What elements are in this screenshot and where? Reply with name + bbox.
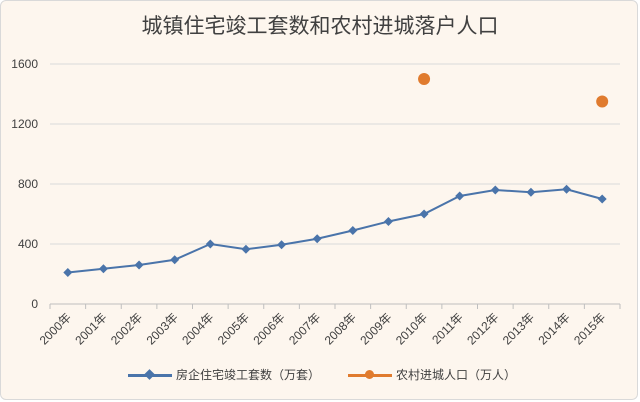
- x-tick-label: 2010年: [393, 310, 430, 347]
- data-point: [63, 268, 73, 277]
- x-tick-label: 2013年: [500, 310, 537, 347]
- legend-label-housing: 房企住宅竣工套数（万套）: [176, 368, 321, 382]
- data-point: [312, 234, 322, 244]
- circle-marker-icon: [365, 369, 374, 379]
- data-point: [205, 239, 215, 249]
- data-point: [490, 185, 500, 195]
- x-tick-label: 2003年: [144, 310, 181, 347]
- x-tick-label: 2004年: [179, 310, 216, 347]
- series-line: [67, 188, 603, 274]
- data-point: [455, 191, 465, 201]
- chart-legend: 房企住宅竣工套数（万套） 农村进城人口（万人）: [0, 366, 640, 386]
- y-tick-label: 1200: [11, 117, 38, 131]
- y-tick-label: 1600: [11, 57, 38, 71]
- x-tick-label: 2012年: [464, 310, 501, 347]
- x-tick-label: 2009年: [357, 310, 394, 347]
- legend-item-migrants: 农村进城人口（万人）: [348, 366, 516, 383]
- x-tick-label: 2001年: [72, 310, 109, 347]
- y-tick-label: 0: [31, 297, 38, 311]
- diamond-marker-icon: [144, 368, 155, 380]
- x-tick-label: 2006年: [250, 310, 287, 347]
- x-tick-label: 2014年: [535, 310, 572, 347]
- data-point: [597, 194, 607, 204]
- legend-label-migrants: 农村进城人口（万人）: [396, 368, 517, 382]
- x-tick-label: 2000年: [37, 310, 74, 347]
- legend-swatch-migrants: [348, 368, 392, 382]
- data-point: [98, 264, 108, 274]
- x-tick-label: 2015年: [571, 310, 608, 347]
- x-tick-label: 2005年: [215, 310, 252, 347]
- legend-item-housing: 房企住宅竣工套数（万套）: [128, 366, 320, 383]
- data-point: [526, 187, 536, 197]
- x-tick-label: 2007年: [286, 310, 323, 347]
- x-tick-label: 2011年: [429, 310, 466, 347]
- y-tick-label: 800: [18, 177, 38, 191]
- data-point: [134, 260, 144, 270]
- data-point: [241, 244, 251, 254]
- data-point: [348, 226, 358, 235]
- y-tick-label: 400: [18, 237, 38, 251]
- data-point: [383, 217, 393, 226]
- data-point: [562, 184, 572, 194]
- chart-title: 城镇住宅竣工套数和农村进城落户人口: [141, 14, 499, 38]
- data-point: [170, 255, 180, 265]
- data-point: [419, 209, 429, 219]
- data-point: [277, 240, 287, 250]
- data-point: [596, 95, 609, 108]
- data-point: [418, 73, 431, 85]
- x-tick-label: 2002年: [108, 310, 145, 347]
- x-tick-label: 2008年: [322, 310, 359, 347]
- legend-swatch-housing: [128, 368, 172, 382]
